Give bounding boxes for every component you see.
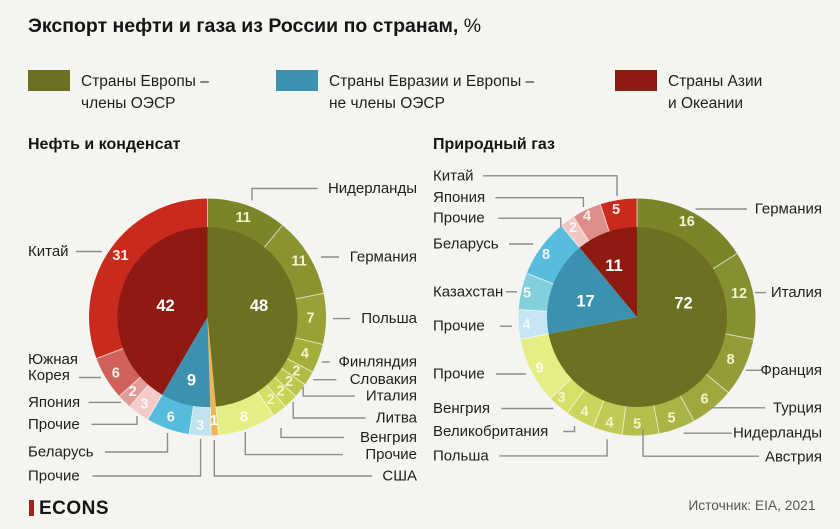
svg-text:Прочие: Прочие <box>28 416 80 433</box>
svg-text:8: 8 <box>240 410 248 426</box>
svg-text:5: 5 <box>612 202 620 218</box>
svg-text:Прочие: Прочие <box>433 318 485 335</box>
svg-text:31: 31 <box>112 248 128 264</box>
svg-text:Страны Евразии и Европы –: Страны Евразии и Европы – <box>329 73 535 90</box>
svg-text:Прочие: Прочие <box>433 210 485 227</box>
svg-text:Прочие: Прочие <box>28 468 80 485</box>
svg-text:72: 72 <box>674 295 692 313</box>
svg-text:1: 1 <box>210 413 218 429</box>
svg-text:6: 6 <box>167 410 175 426</box>
svg-text:Литва: Литва <box>376 410 418 427</box>
svg-text:8: 8 <box>542 247 550 263</box>
svg-text:Корея: Корея <box>28 367 70 384</box>
svg-text:9: 9 <box>535 361 543 377</box>
svg-text:11: 11 <box>605 257 622 275</box>
svg-text:2: 2 <box>129 384 137 400</box>
svg-text:Источник: EIA, 2021: Источник: EIA, 2021 <box>688 498 815 513</box>
svg-text:42: 42 <box>156 297 174 315</box>
svg-text:не члены ОЭСР: не члены ОЭСР <box>329 95 445 112</box>
svg-text:и Океании: и Океании <box>668 95 743 112</box>
svg-text:11: 11 <box>291 254 306 270</box>
svg-text:Страны Азии: Страны Азии <box>668 73 762 90</box>
svg-text:6: 6 <box>700 392 708 408</box>
svg-text:9: 9 <box>187 372 196 390</box>
svg-text:2: 2 <box>292 364 300 380</box>
svg-text:11: 11 <box>236 210 251 226</box>
svg-text:48: 48 <box>250 297 268 315</box>
svg-text:Турция: Турция <box>773 399 822 416</box>
svg-text:Италия: Италия <box>771 284 822 301</box>
svg-text:Франция: Франция <box>761 362 822 379</box>
svg-text:Прочие: Прочие <box>365 446 417 463</box>
svg-text:ECONS: ECONS <box>39 498 109 519</box>
svg-text:Польша: Польша <box>433 447 489 464</box>
svg-text:члены ОЭСР: члены ОЭСР <box>81 95 175 112</box>
svg-text:США: США <box>382 468 417 485</box>
svg-text:7: 7 <box>306 311 314 327</box>
svg-text:4: 4 <box>605 415 613 431</box>
svg-text:Беларусь: Беларусь <box>433 236 499 253</box>
svg-text:2: 2 <box>267 392 275 408</box>
svg-text:Япония: Япония <box>28 394 80 411</box>
svg-text:Беларусь: Беларусь <box>28 444 94 461</box>
svg-text:Китай: Китай <box>28 243 69 260</box>
svg-text:2: 2 <box>276 384 284 400</box>
svg-text:Япония: Япония <box>433 189 485 206</box>
svg-text:3: 3 <box>557 390 565 406</box>
svg-text:4: 4 <box>580 404 588 420</box>
svg-text:4: 4 <box>583 209 591 225</box>
svg-text:5: 5 <box>523 286 531 302</box>
svg-text:Италия: Италия <box>366 388 417 405</box>
svg-text:4: 4 <box>301 346 309 362</box>
svg-text:Австрия: Австрия <box>765 448 822 465</box>
svg-text:Прочие: Прочие <box>433 366 485 383</box>
svg-text:Венгрия: Венгрия <box>360 429 417 446</box>
svg-text:Польша: Польша <box>361 310 417 327</box>
svg-text:2: 2 <box>569 220 577 236</box>
svg-text:17: 17 <box>576 293 594 311</box>
svg-text:2: 2 <box>285 374 293 390</box>
svg-text:3: 3 <box>196 418 204 434</box>
svg-text:3: 3 <box>140 397 148 413</box>
svg-text:Страны Европы –: Страны Европы – <box>81 73 209 90</box>
svg-text:4: 4 <box>522 317 530 333</box>
svg-text:Казахстан: Казахстан <box>433 283 503 300</box>
svg-text:Германия: Германия <box>755 201 822 218</box>
svg-text:Великобритания: Великобритания <box>433 423 548 440</box>
svg-text:16: 16 <box>679 214 695 230</box>
svg-text:Нидерланды: Нидерланды <box>733 425 822 442</box>
svg-text:Нидерланды: Нидерланды <box>328 180 417 197</box>
svg-text:Экспорт нефти и газа из России: Экспорт нефти и газа из России по страна… <box>28 15 481 37</box>
svg-text:Китай: Китай <box>433 167 474 184</box>
svg-text:5: 5 <box>667 411 675 427</box>
svg-text:Германия: Германия <box>350 249 417 266</box>
svg-text:5: 5 <box>633 417 641 433</box>
svg-text:Природный газ: Природный газ <box>433 136 555 153</box>
svg-text:Словакия: Словакия <box>350 371 417 388</box>
svg-text:Южная: Южная <box>28 351 78 368</box>
svg-text:Венгрия: Венгрия <box>433 400 490 417</box>
svg-text:12: 12 <box>731 286 747 302</box>
svg-text:8: 8 <box>727 352 735 368</box>
svg-text:Финляндия: Финляндия <box>339 354 417 371</box>
svg-text:6: 6 <box>112 366 120 382</box>
svg-text:Нефть и конденсат: Нефть и конденсат <box>28 136 181 153</box>
